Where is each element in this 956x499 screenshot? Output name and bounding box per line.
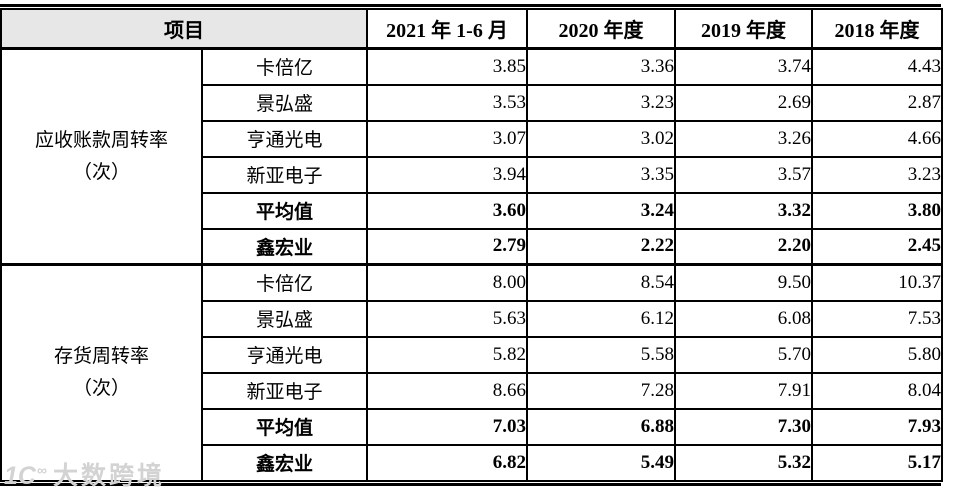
table-row-average: 平均值 7.03 6.88 7.30 7.93 (1, 407, 943, 446)
value-cell: 4.43 (811, 47, 943, 86)
value-cell: 5.17 (811, 443, 943, 482)
category-cell-receivables-turnover: 应收账款周转率 （次） (0, 47, 203, 266)
company-cell: 鑫宏业 (201, 227, 368, 266)
table-row: 景弘盛 5.63 6.12 6.08 7.53 (1, 299, 943, 338)
header-period-2018: 2018 年度 (811, 8, 943, 50)
value-cell: 3.94 (366, 155, 528, 194)
header-row: 项目 2021 年 1-6 月 2020 年度 2019 年度 2018 年度 (0, 8, 943, 50)
value-cell: 5.58 (526, 335, 676, 374)
company-cell: 亨通光电 (201, 119, 368, 158)
value-cell: 6.08 (674, 299, 813, 338)
company-cell: 平均值 (201, 191, 368, 230)
value-cell: 2.20 (674, 227, 813, 266)
value-cell: 3.02 (526, 119, 676, 158)
value-cell: 8.00 (366, 263, 528, 302)
value-cell: 3.23 (811, 155, 943, 194)
value-cell: 3.85 (366, 47, 528, 86)
table-row: 景弘盛 3.53 3.23 2.69 2.87 (1, 83, 943, 122)
header-period-2020: 2020 年度 (526, 8, 676, 50)
value-cell: 3.24 (526, 191, 676, 230)
value-cell: 4.66 (811, 119, 943, 158)
value-cell: 7.28 (526, 371, 676, 410)
category-cell-inventory-turnover: 存货周转率 （次） (0, 263, 203, 482)
value-cell: 10.37 (811, 263, 943, 302)
value-cell: 3.26 (674, 119, 813, 158)
value-cell: 7.30 (674, 407, 813, 446)
category-line: 应收账款周转率 (34, 130, 168, 152)
value-cell: 2.69 (674, 83, 813, 122)
value-cell: 3.57 (674, 155, 813, 194)
header-period-2019: 2019 年度 (674, 8, 813, 50)
value-cell: 6.82 (366, 443, 528, 482)
category-line: （次） (72, 161, 130, 183)
table-row: 新亚电子 8.66 7.28 7.91 8.04 (1, 371, 943, 410)
company-cell: 景弘盛 (201, 83, 368, 122)
value-cell: 6.88 (526, 407, 676, 446)
value-cell: 3.23 (526, 83, 676, 122)
table-row: 应收账款周转率 （次） 卡倍亿 3.85 3.36 3.74 4.43 (0, 47, 943, 266)
value-cell: 8.66 (366, 371, 528, 410)
company-cell: 卡倍亿 (201, 263, 368, 302)
value-cell: 7.93 (811, 407, 943, 446)
value-cell: 3.07 (366, 119, 528, 158)
header-period-2021h1: 2021 年 1-6 月 (366, 8, 528, 50)
value-cell: 5.80 (811, 335, 943, 374)
value-cell: 3.36 (526, 47, 676, 86)
value-cell: 6.12 (526, 299, 676, 338)
company-cell: 亨通光电 (201, 335, 368, 374)
value-cell: 3.32 (674, 191, 813, 230)
company-cell: 鑫宏业 (201, 443, 368, 482)
value-cell: 2.87 (811, 83, 943, 122)
value-cell: 5.49 (526, 443, 676, 482)
value-cell: 2.45 (811, 227, 943, 266)
value-cell: 3.35 (526, 155, 676, 194)
table-row-average: 平均值 3.60 3.24 3.32 3.80 (1, 191, 943, 230)
table-row-issuer: 鑫宏业 6.82 5.49 5.32 5.17 (1, 443, 943, 482)
table-row-issuer: 鑫宏业 2.79 2.22 2.20 2.45 (1, 227, 943, 266)
value-cell: 5.63 (366, 299, 528, 338)
value-cell: 8.54 (526, 263, 676, 302)
category-line: 存货周转率 (53, 346, 149, 368)
value-cell: 5.82 (366, 335, 528, 374)
table-row: 亨通光电 3.07 3.02 3.26 4.66 (1, 119, 943, 158)
value-cell: 2.22 (526, 227, 676, 266)
value-cell: 7.53 (811, 299, 943, 338)
value-cell: 8.04 (811, 371, 943, 410)
value-cell: 2.79 (366, 227, 528, 266)
value-cell: 5.32 (674, 443, 813, 482)
company-cell: 新亚电子 (201, 371, 368, 410)
header-item: 项目 (0, 8, 368, 50)
value-cell: 3.60 (366, 191, 528, 230)
turnover-ratio-table: 项目 2021 年 1-6 月 2020 年度 2019 年度 2018 年度 … (0, 8, 943, 482)
company-cell: 卡倍亿 (201, 47, 368, 86)
value-cell: 7.91 (674, 371, 813, 410)
value-cell: 5.70 (674, 335, 813, 374)
turnover-table-wrapper: 项目 2021 年 1-6 月 2020 年度 2019 年度 2018 年度 … (0, 4, 943, 486)
value-cell: 9.50 (674, 263, 813, 302)
value-cell: 7.03 (366, 407, 528, 446)
value-cell: 3.53 (366, 83, 528, 122)
table-row: 存货周转率 （次） 卡倍亿 8.00 8.54 9.50 10.37 (0, 263, 943, 482)
company-cell: 平均值 (201, 407, 368, 446)
company-cell: 新亚电子 (201, 155, 368, 194)
table-row: 新亚电子 3.94 3.35 3.57 3.23 (1, 155, 943, 194)
value-cell: 3.80 (811, 191, 943, 230)
value-cell: 3.74 (674, 47, 813, 86)
category-line: （次） (72, 377, 130, 399)
table-row: 亨通光电 5.82 5.58 5.70 5.80 (1, 335, 943, 374)
company-cell: 景弘盛 (201, 299, 368, 338)
